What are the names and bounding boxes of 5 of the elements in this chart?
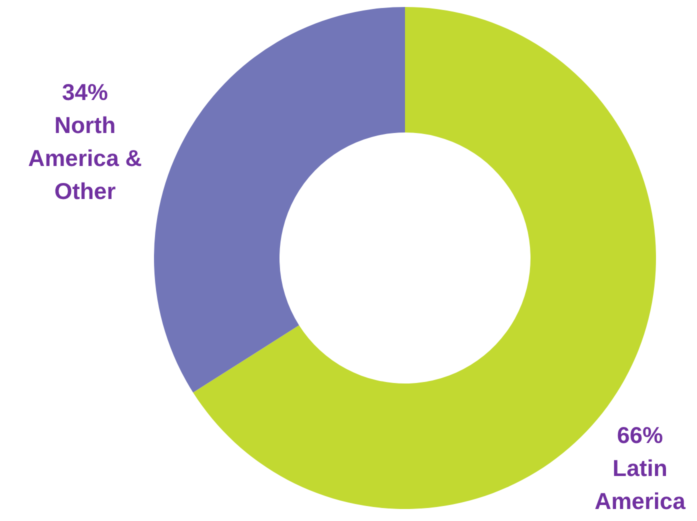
data-label: 34% [62, 79, 108, 105]
donut-slice [154, 7, 405, 392]
data-label: 66% [616, 422, 664, 448]
slice-label: Latin America [594, 455, 686, 514]
slice-label: North America & Other [28, 112, 142, 204]
